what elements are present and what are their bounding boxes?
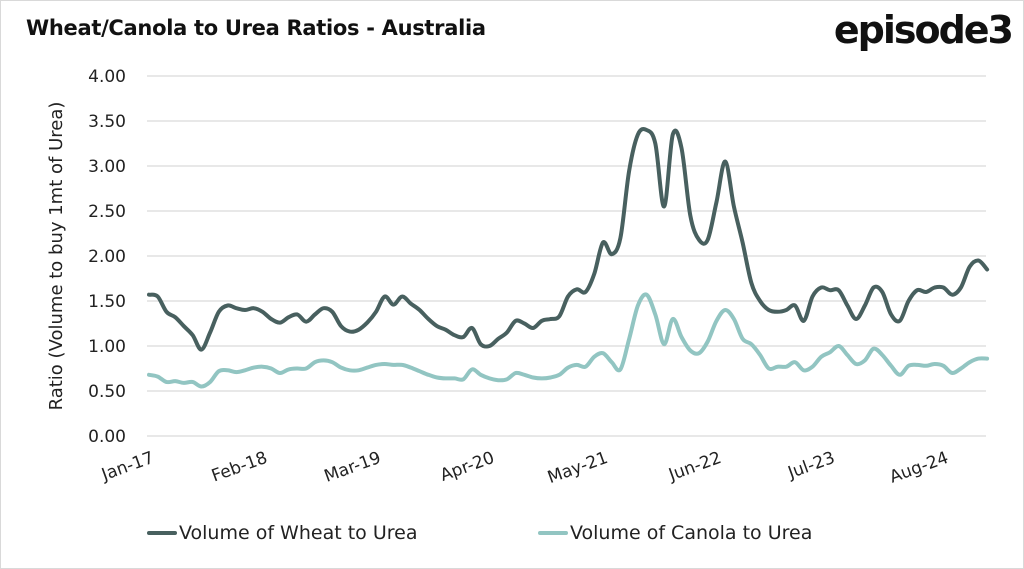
x-tick-label: Jan-17 [98, 448, 157, 486]
y-tick-label: 1.00 [88, 337, 126, 357]
y-tick-label: 2.00 [88, 247, 126, 267]
series-lines [147, 127, 990, 389]
episode3-logo: episode3 [833, 8, 1014, 52]
y-tick-label: 3.50 [88, 112, 126, 132]
legend-item-canola[interactable]: Volume of Canola to Urea [538, 522, 812, 544]
legend-label-wheat: Volume of Wheat to Urea [179, 522, 418, 544]
chart-title: Wheat/Canola to Urea Ratios - Australia [26, 16, 486, 40]
series-line-wheat [147, 127, 990, 352]
x-tick-label: Feb-18 [209, 448, 270, 487]
x-tick-label: Mar-19 [322, 448, 384, 487]
y-axis-label: Ratio (Volume to buy 1mt of Urea) [46, 102, 67, 411]
y-tick-label: 1.50 [88, 292, 126, 312]
y-tick-label: 0.00 [88, 427, 126, 447]
y-tick-label: 4.00 [88, 67, 126, 87]
x-tick-label: May-21 [545, 448, 611, 488]
legend-item-wheat[interactable]: Volume of Wheat to Urea [147, 522, 417, 544]
y-tick-label: 0.50 [88, 382, 126, 402]
legend-label-canola: Volume of Canola to Urea [570, 522, 813, 544]
legend-swatch-canola [538, 531, 568, 535]
y-tick-label: 3.00 [88, 157, 126, 177]
legend-swatch-wheat [147, 531, 177, 535]
x-tick-label: Jul-23 [785, 448, 838, 484]
series-line-canola [147, 292, 990, 389]
x-tick-label: Aug-24 [887, 448, 951, 488]
y-axis-ticks: 0.00 0.50 1.00 1.50 2.00 2.50 3.00 3.50 4.00 [88, 67, 126, 447]
y-tick-label: 2.50 [88, 202, 126, 222]
x-tick-label: Apr-20 [438, 448, 498, 486]
x-axis-ticks: Jan-17 Feb-18 Mar-19 Apr-20 May-21 Jun-22 Jul-… [98, 448, 951, 488]
gridlines [147, 75, 986, 437]
legend: Volume of Wheat to Urea Volume of Canola… [0, 522, 1024, 548]
x-tick-label: Jun-22 [665, 448, 724, 486]
